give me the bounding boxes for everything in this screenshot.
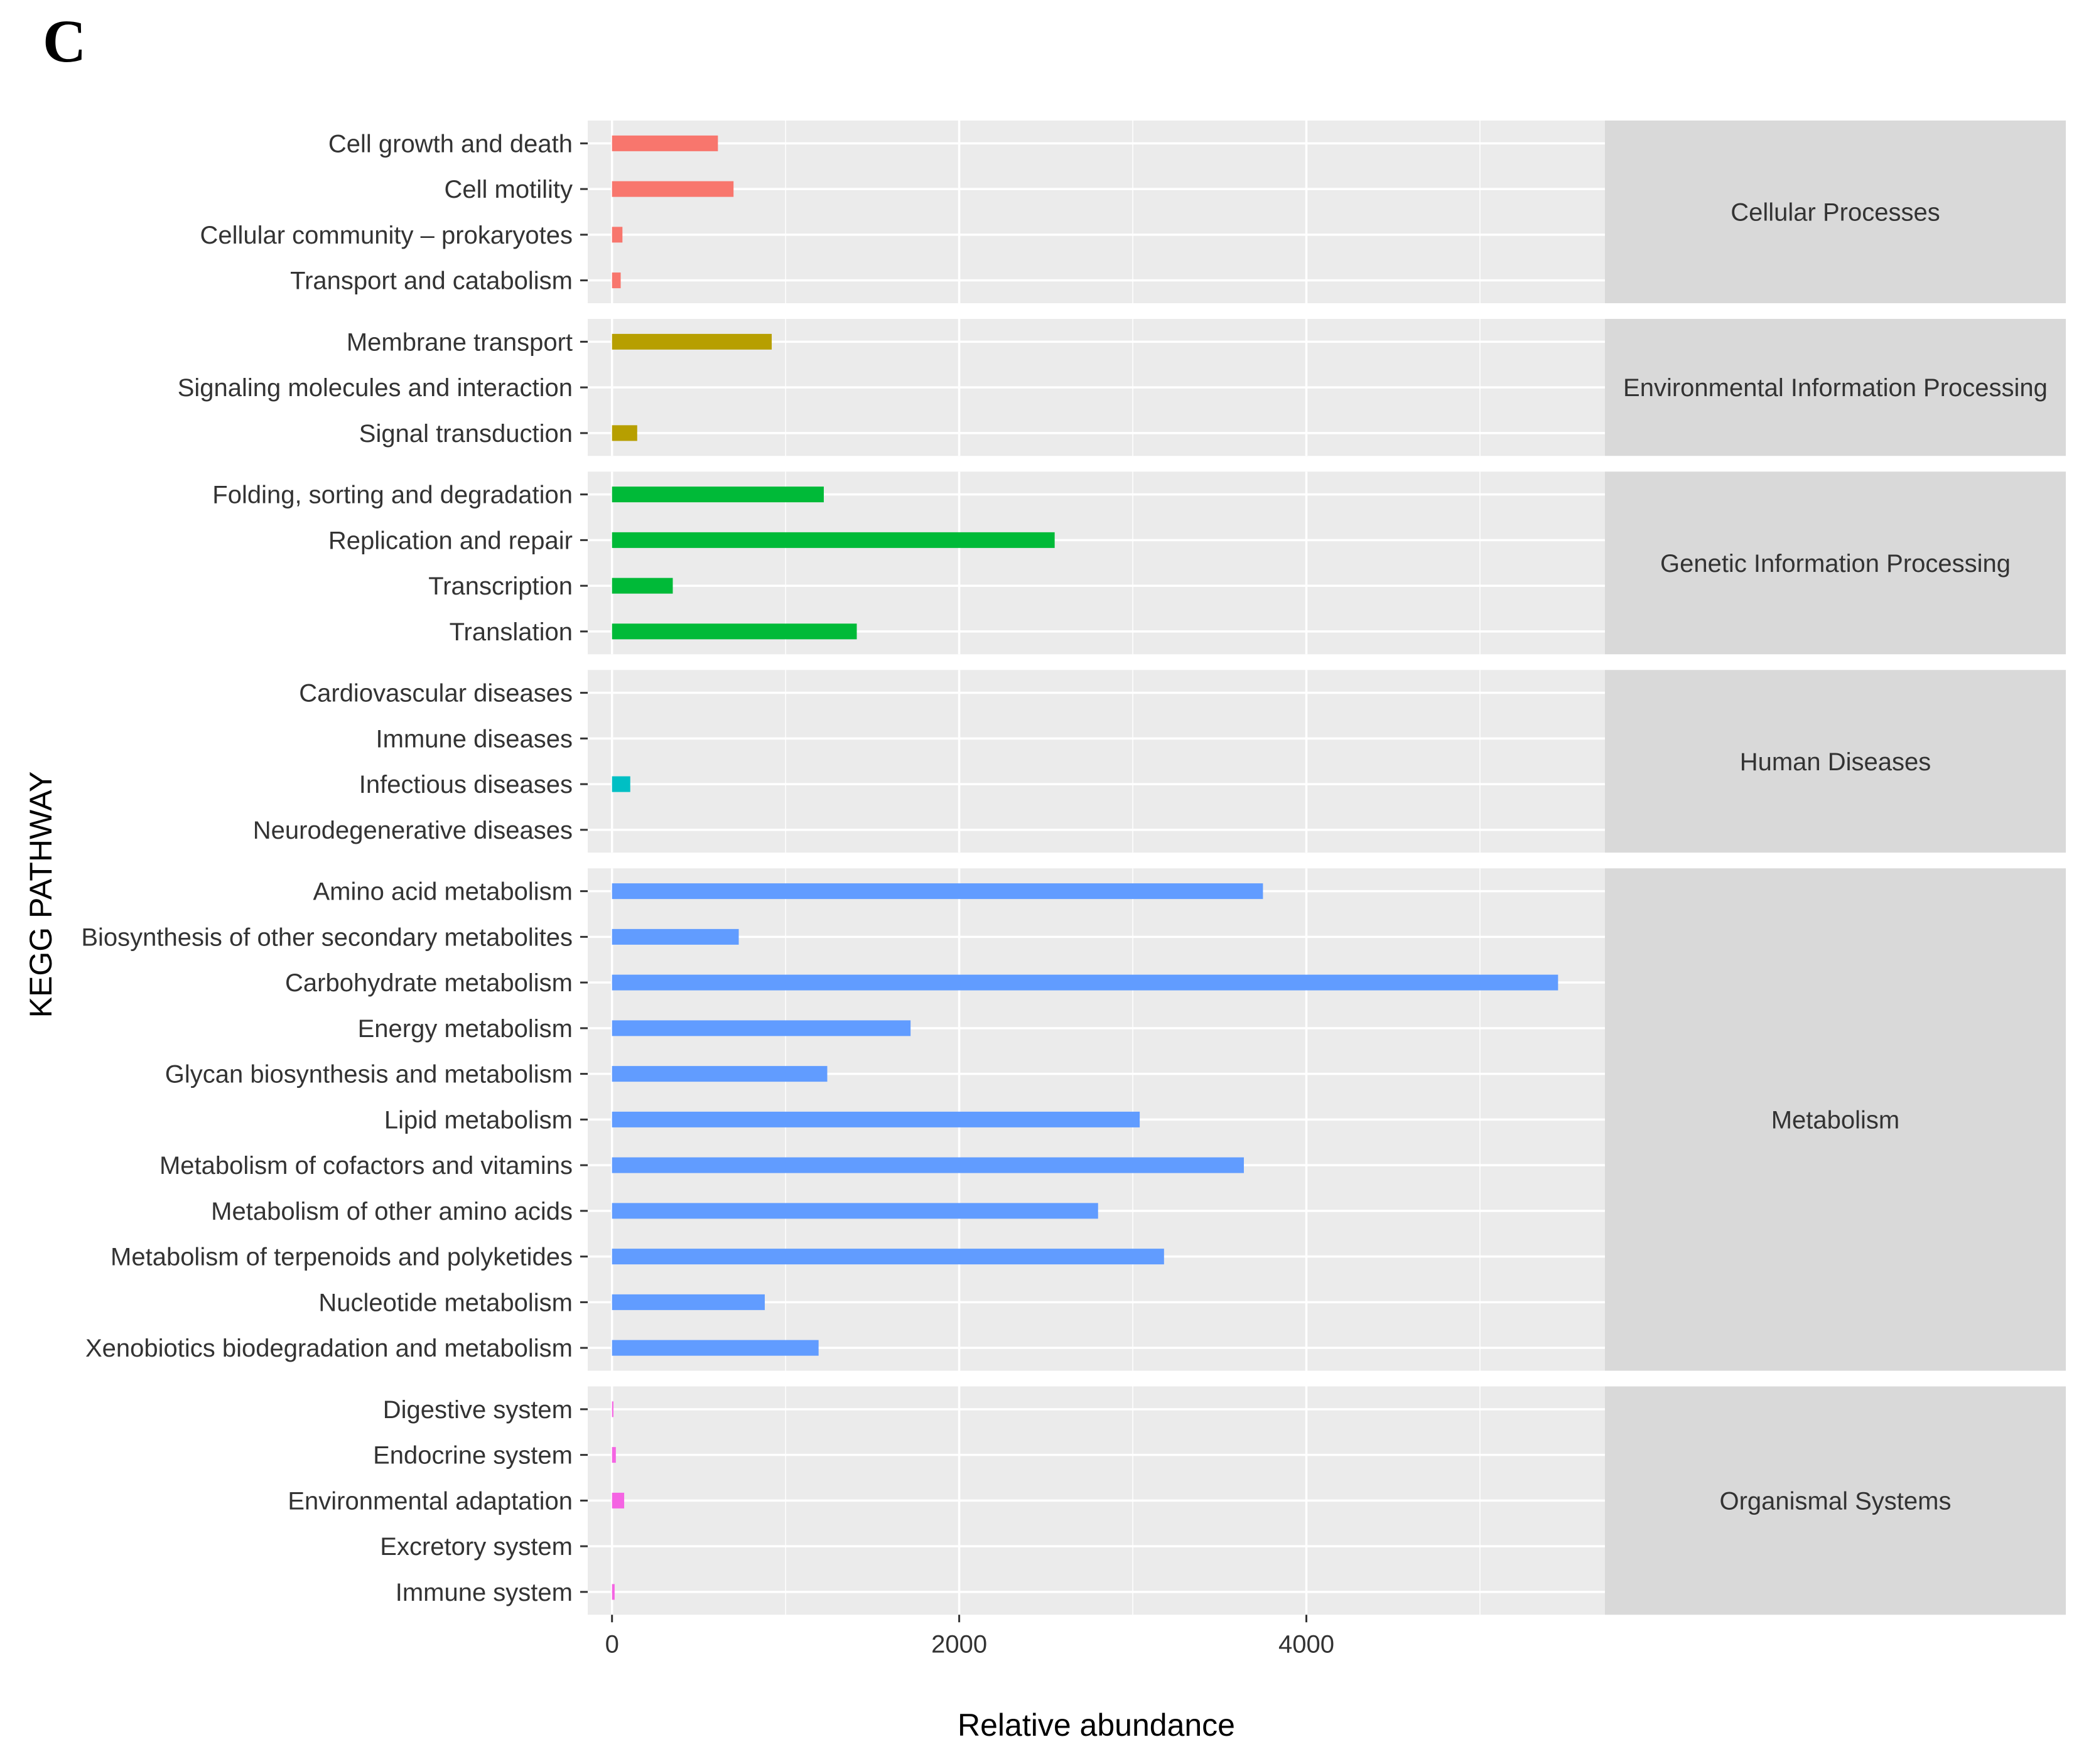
bar-endocrine-system — [612, 1447, 616, 1463]
category-label: Neurodegenerative diseases — [253, 817, 573, 844]
bar-environmental-adaptation — [612, 1492, 625, 1509]
facet-metabolism: Amino acid metabolism Biosynthesis of oth… — [81, 868, 2066, 1371]
bar-infectious-diseases — [612, 776, 630, 792]
category-label: Signaling molecules and interaction — [178, 374, 573, 402]
bar-cellular-community-prokaryotes — [612, 227, 623, 243]
x-tick-label: 0 — [605, 1630, 619, 1658]
facet-strip — [1605, 121, 2066, 303]
bar-energy-metabolism — [612, 1020, 911, 1036]
bar-immune-system — [612, 1584, 615, 1600]
category-label: Infectious diseases — [359, 771, 573, 799]
category-label: Endocrine system — [373, 1442, 573, 1470]
bar-amino-acid-metabolism — [612, 883, 1263, 900]
facet-human-diseases: Cardiovascular diseases Immune diseases In… — [253, 670, 2066, 853]
category-label: Nucleotide metabolism — [318, 1289, 573, 1316]
category-label: Membrane transport — [347, 328, 573, 356]
facet-environmental-information-processing: Membrane transport Signaling molecules an… — [178, 319, 2066, 456]
category-label: Cell growth and death — [328, 130, 573, 158]
facet-strip — [1605, 471, 2066, 655]
bar-xenobiotics-biodegradation-and-metabolism — [612, 1340, 819, 1356]
bar-nucleotide-metabolism — [612, 1294, 765, 1310]
category-label: Cellular community – prokaryotes — [200, 222, 573, 249]
bar-folding-sorting-and-degradation — [612, 487, 824, 503]
facet-cellular-processes: Cell growth and death Cell motility Cellul… — [200, 121, 2066, 303]
panel-background — [588, 121, 1605, 303]
panel-background — [588, 670, 1605, 853]
category-label: Metabolism of cofactors and vitamins — [159, 1152, 573, 1180]
category-label: Signal transduction — [359, 420, 573, 448]
category-label: Immune system — [396, 1579, 573, 1606]
facet-organismal-systems: Digestive system Endocrine system Environm… — [288, 1386, 2066, 1615]
facet-panels: Cell growth and death Cell motility Cellul… — [81, 121, 2066, 1615]
category-label: Transport and catabolism — [290, 267, 573, 295]
category-label: Lipid metabolism — [384, 1106, 573, 1134]
facet-strip-label: Environmental Information Processing — [1623, 374, 2048, 402]
x-axis: 0 2000 4000 — [605, 1615, 1334, 1658]
bar-metabolism-of-other-amino-acids — [612, 1203, 1098, 1219]
bar-signal-transduction — [612, 425, 637, 441]
category-label: Metabolism of other amino acids — [211, 1198, 573, 1225]
facet-strip-label: Metabolism — [1771, 1106, 1900, 1134]
bar-biosynthesis-of-other-secondary-metabolites — [612, 928, 739, 945]
x-tick-label: 2000 — [931, 1630, 987, 1658]
category-label: Cardiovascular diseases — [299, 680, 573, 707]
bar-cell-growth-and-death — [612, 135, 718, 151]
category-label: Energy metabolism — [358, 1015, 573, 1043]
facet-genetic-information-processing: Folding, sorting and degradation Replicat… — [212, 471, 2066, 655]
bar-metabolism-of-cofactors-and-vitamins — [612, 1157, 1244, 1173]
facet-strip — [1605, 670, 2066, 853]
category-label: Environmental adaptation — [288, 1487, 573, 1515]
bar-membrane-transport — [612, 333, 772, 350]
bar-digestive-system — [612, 1401, 613, 1417]
category-label: Carbohydrate metabolism — [285, 969, 573, 997]
category-label: Cell motility — [445, 176, 573, 203]
facet-strip-label: Cellular Processes — [1731, 199, 1940, 227]
category-label: Metabolism of terpenoids and polyketides — [111, 1244, 573, 1271]
bar-glycan-biosynthesis-and-metabolism — [612, 1066, 828, 1082]
bar-lipid-metabolism — [612, 1111, 1140, 1127]
bar-transport-and-catabolism — [612, 272, 621, 289]
x-axis-title: Relative abundance — [958, 1708, 1235, 1743]
category-label: Glycan biosynthesis and metabolism — [165, 1061, 573, 1089]
category-label: Amino acid metabolism — [313, 878, 573, 906]
bar-transcription — [612, 578, 673, 594]
category-label: Immune diseases — [376, 725, 573, 753]
category-label: Transcription — [428, 573, 573, 600]
facet-strip — [1605, 1386, 2066, 1615]
facet-strip-label: Human Diseases — [1740, 748, 1931, 776]
facet-strip-label: Genetic Information Processing — [1660, 550, 2011, 578]
bar-translation — [612, 623, 857, 640]
bar-replication-and-repair — [612, 532, 1055, 548]
facet-strip-label: Organismal Systems — [1720, 1487, 1952, 1515]
facet-strip — [1605, 319, 2066, 456]
bar-cell-motility — [612, 181, 734, 197]
facet-strip — [1605, 868, 2066, 1371]
category-label: Xenobiotics biodegradation and metabolis… — [85, 1335, 573, 1362]
category-label: Biosynthesis of other secondary metaboli… — [81, 923, 573, 951]
y-axis-title: KEGG PATHWAY — [23, 772, 58, 1018]
category-label: Replication and repair — [328, 527, 573, 554]
category-label: Folding, sorting and degradation — [212, 481, 573, 509]
panel-label: C — [43, 8, 86, 75]
category-label: Excretory system — [380, 1533, 573, 1561]
bar-carbohydrate-metabolism — [612, 974, 1558, 991]
category-label: Translation — [450, 618, 573, 646]
bar-metabolism-of-terpenoids-and-polyketides — [612, 1249, 1164, 1265]
x-tick-label: 4000 — [1278, 1630, 1334, 1658]
category-label: Digestive system — [383, 1396, 573, 1424]
